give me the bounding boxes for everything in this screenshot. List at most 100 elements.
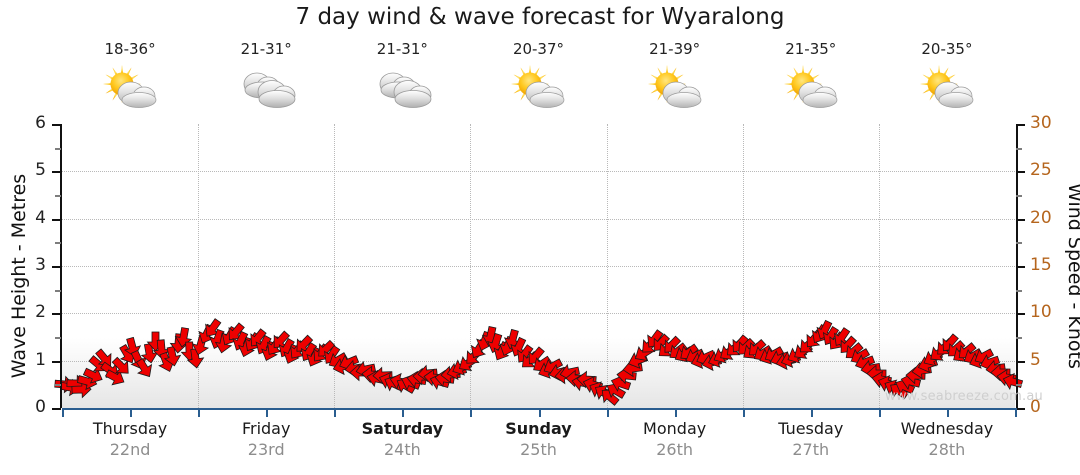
day-date: 26th xyxy=(656,440,694,459)
right-tick-label-25: 25 xyxy=(1030,160,1052,181)
right-minor-tick-3 xyxy=(1016,242,1022,245)
day-label-friday[interactable]: Friday 23rd xyxy=(198,418,334,460)
day-name: Tuesday xyxy=(778,419,844,438)
vgrid-day-5 xyxy=(742,124,744,408)
left-tick-6 xyxy=(52,124,61,126)
right-tick-25 xyxy=(1016,171,1025,174)
wind-arrow xyxy=(107,351,137,381)
wind-arrow-layer xyxy=(54,124,1023,408)
x-tick-12 xyxy=(878,408,881,417)
day-label-monday[interactable]: Monday 26th xyxy=(607,418,743,460)
day-label-tuesday[interactable]: Tuesday 27th xyxy=(743,418,879,460)
vgrid-day-1 xyxy=(198,124,200,408)
day-header-thursday: 18-36° xyxy=(62,40,198,124)
sun-behind-cloud-icon xyxy=(506,60,570,114)
right-minor-tick-1 xyxy=(1016,337,1022,339)
right-tick-label-15: 15 xyxy=(1030,255,1052,275)
vgrid-day-6 xyxy=(878,124,880,408)
vgrid-day-4 xyxy=(606,124,608,408)
x-tick-14 xyxy=(1015,408,1017,417)
left-minor-tick-0 xyxy=(55,384,61,387)
left-minor-tick-4 xyxy=(55,195,61,197)
left-tick-5 xyxy=(52,171,61,174)
temperature-range: 21-31° xyxy=(240,40,292,58)
wind-arrow xyxy=(575,368,597,390)
day-header-monday: 21-39° xyxy=(607,40,743,124)
left-minor-tick-3 xyxy=(55,242,61,245)
day-date: 27th xyxy=(792,440,830,459)
right-minor-tick-5 xyxy=(1016,147,1022,150)
day-label-sunday[interactable]: Sunday 25th xyxy=(470,418,606,460)
day-header-friday: 21-31° xyxy=(198,40,334,124)
right-tick-10 xyxy=(1016,313,1025,316)
wind-arrow xyxy=(183,347,207,371)
x-tick-2 xyxy=(198,408,201,417)
watermark: www.seabreeze.com.au xyxy=(885,389,1043,404)
day-date: 28th xyxy=(928,440,966,459)
day-header-tuesday: 21-35° xyxy=(743,40,879,124)
cloudy-icon xyxy=(370,60,434,114)
day-date: 23rd xyxy=(247,440,285,459)
day-header-wednesday: 20-35° xyxy=(879,40,1015,124)
right-tick-0 xyxy=(1016,408,1025,410)
temperature-range: 21-39° xyxy=(649,40,701,58)
x-tick-13 xyxy=(946,408,949,417)
right-minor-tick-0 xyxy=(1016,384,1022,387)
left-tick-3 xyxy=(52,266,61,268)
left-axis-title: Wave Height - Metres xyxy=(8,173,30,379)
x-tick-9 xyxy=(674,408,677,417)
right-tick-15 xyxy=(1016,266,1025,268)
day-label-saturday[interactable]: Saturday 24th xyxy=(334,418,470,460)
sun-behind-cloud-icon xyxy=(643,60,707,114)
temperature-range: 18-36° xyxy=(104,40,156,58)
day-header-sunday: 20-37° xyxy=(470,40,606,124)
day-date: 25th xyxy=(520,440,557,459)
left-axis-line xyxy=(60,124,62,408)
temperature-range: 21-31° xyxy=(376,40,428,58)
wind-arrow xyxy=(130,354,159,383)
left-minor-tick-1 xyxy=(55,337,61,339)
right-axis-title: Wind Speed - Knots xyxy=(1064,183,1080,369)
left-tick-label-3: 3 xyxy=(35,255,46,275)
x-tick-1 xyxy=(130,408,133,417)
day-date: 24th xyxy=(383,440,421,459)
day-name: Thursday xyxy=(92,419,168,438)
left-tick-label-6: 6 xyxy=(35,113,46,133)
x-tick-10 xyxy=(742,408,745,417)
right-tick-label-5: 5 xyxy=(1030,349,1041,370)
vgrid-day-3 xyxy=(470,124,472,408)
x-tick-5 xyxy=(402,408,405,417)
hgrid-3 xyxy=(62,266,1015,267)
day-name: Wednesday xyxy=(900,419,994,438)
hgrid-5 xyxy=(62,171,1015,173)
left-tick-1 xyxy=(52,360,61,363)
day-date: 22nd xyxy=(109,440,151,459)
x-tick-8 xyxy=(606,408,609,417)
day-header-band: 18-36° 21-31° xyxy=(62,40,1015,124)
x-tick-11 xyxy=(810,408,813,417)
day-name: Friday xyxy=(241,419,291,438)
right-tick-label-10: 10 xyxy=(1030,302,1052,323)
hgrid-2 xyxy=(62,313,1015,315)
day-label-thursday[interactable]: Thursday 22nd xyxy=(62,418,198,460)
sun-behind-cloud-icon xyxy=(915,60,979,114)
temperature-range: 20-37° xyxy=(512,40,565,58)
right-minor-tick-4 xyxy=(1016,195,1022,197)
right-minor-tick-2 xyxy=(1016,289,1022,292)
left-tick-4 xyxy=(52,218,61,221)
page-title: 7 day wind & wave forecast for Wyaralong xyxy=(295,4,785,30)
day-name: Sunday xyxy=(505,419,572,438)
right-tick-label-0: 0 xyxy=(1030,397,1041,417)
left-tick-2 xyxy=(52,313,61,316)
left-minor-tick-2 xyxy=(55,289,61,292)
right-tick-20 xyxy=(1016,218,1025,221)
x-tick-0 xyxy=(62,408,64,417)
right-tick-5 xyxy=(1016,360,1025,363)
temperature-range: 20-35° xyxy=(921,40,973,58)
sun-behind-cloud-icon xyxy=(779,60,843,114)
day-label-wednesday[interactable]: Wednesday 28th xyxy=(879,418,1015,460)
right-tick-30 xyxy=(1016,124,1025,126)
x-tick-4 xyxy=(334,408,337,417)
vgrid-day-2 xyxy=(334,124,336,408)
hgrid-4 xyxy=(62,218,1015,220)
